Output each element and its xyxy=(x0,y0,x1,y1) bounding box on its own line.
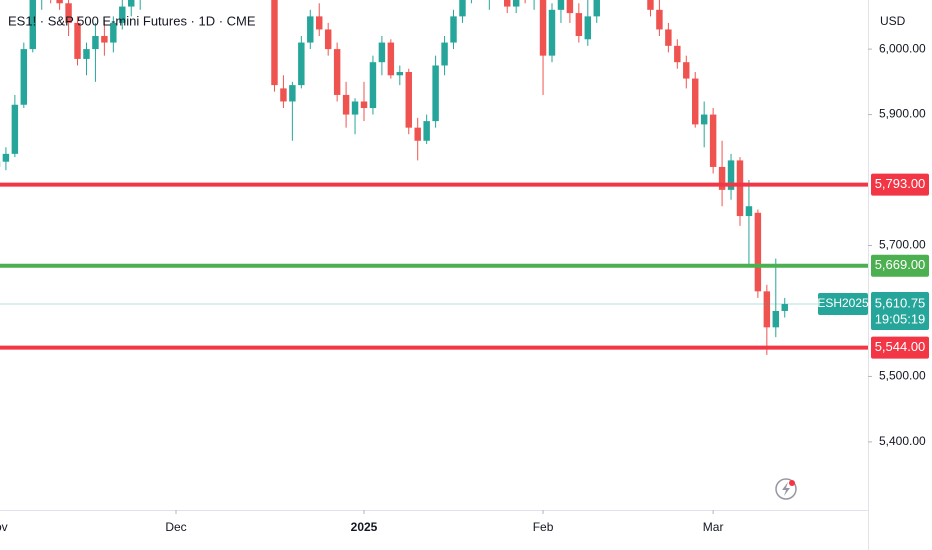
candle-body xyxy=(709,114,717,167)
candle-body xyxy=(396,72,404,76)
candle-body xyxy=(29,0,36,50)
candle-body xyxy=(566,0,574,14)
candle-body xyxy=(459,0,466,17)
x-tick-label: Feb xyxy=(533,520,554,534)
candle-body xyxy=(781,303,788,311)
symbol-tag-box xyxy=(818,292,868,315)
level-label-box xyxy=(871,254,929,277)
candle-body xyxy=(101,36,108,43)
x-tick-label: Dec xyxy=(165,520,186,534)
symbol-tag: ESH2025 xyxy=(817,296,869,310)
last-price-box xyxy=(871,291,929,330)
candle-body xyxy=(351,101,359,115)
candle-body xyxy=(718,166,726,190)
candle-body xyxy=(74,22,81,59)
candle-body xyxy=(56,0,63,4)
candle-body xyxy=(83,49,90,59)
candle-body xyxy=(754,212,762,292)
y-tick-label: 5,900.00 xyxy=(879,107,926,121)
candle-body xyxy=(271,0,278,86)
candle-body xyxy=(280,88,287,102)
candle-body xyxy=(387,42,395,76)
alert-icon[interactable] xyxy=(775,478,797,500)
candle-body xyxy=(405,72,412,128)
candle-body xyxy=(289,85,296,102)
candle-body xyxy=(128,0,135,7)
level-label-box xyxy=(871,173,929,196)
candle-body xyxy=(307,16,314,43)
candle-body xyxy=(450,16,457,43)
countdown: 19:05:19 xyxy=(875,311,926,326)
candle-body xyxy=(316,16,323,30)
candle-body xyxy=(557,0,565,10)
candle-body xyxy=(110,22,117,43)
candle-body xyxy=(119,6,126,23)
y-tick-label: 5,500.00 xyxy=(879,369,926,383)
y-tick-label: 5,400.00 xyxy=(879,434,926,448)
x-tick-label: 2025 xyxy=(351,520,378,534)
candle-body xyxy=(20,49,28,105)
candle-body xyxy=(656,9,663,30)
candle-body xyxy=(2,153,10,162)
candle-body xyxy=(647,0,654,10)
candle-body xyxy=(683,62,690,79)
candle-body xyxy=(593,0,600,17)
candle-body xyxy=(772,310,780,328)
currency: USD xyxy=(880,14,906,28)
candle-body xyxy=(692,78,699,125)
y-tick-label: 6,000.00 xyxy=(879,41,926,55)
candle-body xyxy=(360,101,368,109)
level-label: 5,669.00 xyxy=(875,257,926,272)
chart-title: ES1! · S&P 500 E-mini Futures · 1D · CME xyxy=(8,13,256,28)
candle-body xyxy=(575,13,583,37)
candle-body xyxy=(423,121,430,141)
candle-body xyxy=(504,0,511,7)
candle-body xyxy=(674,45,681,63)
plot-area xyxy=(0,0,868,355)
candle-body xyxy=(378,42,386,63)
candle-body xyxy=(727,160,735,190)
candle-body xyxy=(512,0,520,7)
candle-body xyxy=(324,29,332,50)
candle-body xyxy=(342,94,350,115)
candle-body xyxy=(584,16,592,40)
candle-body xyxy=(92,36,99,50)
candle-body xyxy=(441,42,448,66)
y-tick-label: 5,700.00 xyxy=(879,238,926,252)
candle-body xyxy=(763,291,771,328)
candle-body xyxy=(65,3,72,23)
candle-body xyxy=(432,65,439,122)
level-label: 5,544.00 xyxy=(875,339,926,354)
candle-body xyxy=(700,114,708,125)
x-tick-label: Mar xyxy=(703,520,724,534)
candle-body xyxy=(665,29,672,46)
level-label: 5,793.00 xyxy=(875,176,926,191)
level-label-box xyxy=(871,336,929,359)
candle-body xyxy=(11,104,19,154)
candle-body xyxy=(736,160,744,217)
candle-body xyxy=(369,62,377,109)
candle-body xyxy=(745,206,753,217)
last-price-label: 5,610.75 xyxy=(875,295,926,310)
candle-body xyxy=(548,9,556,56)
x-tick-label: Nov xyxy=(0,520,8,534)
candle-body xyxy=(333,49,341,95)
candle-body xyxy=(298,42,305,86)
candle-body xyxy=(539,0,547,56)
candle-body xyxy=(414,127,421,141)
